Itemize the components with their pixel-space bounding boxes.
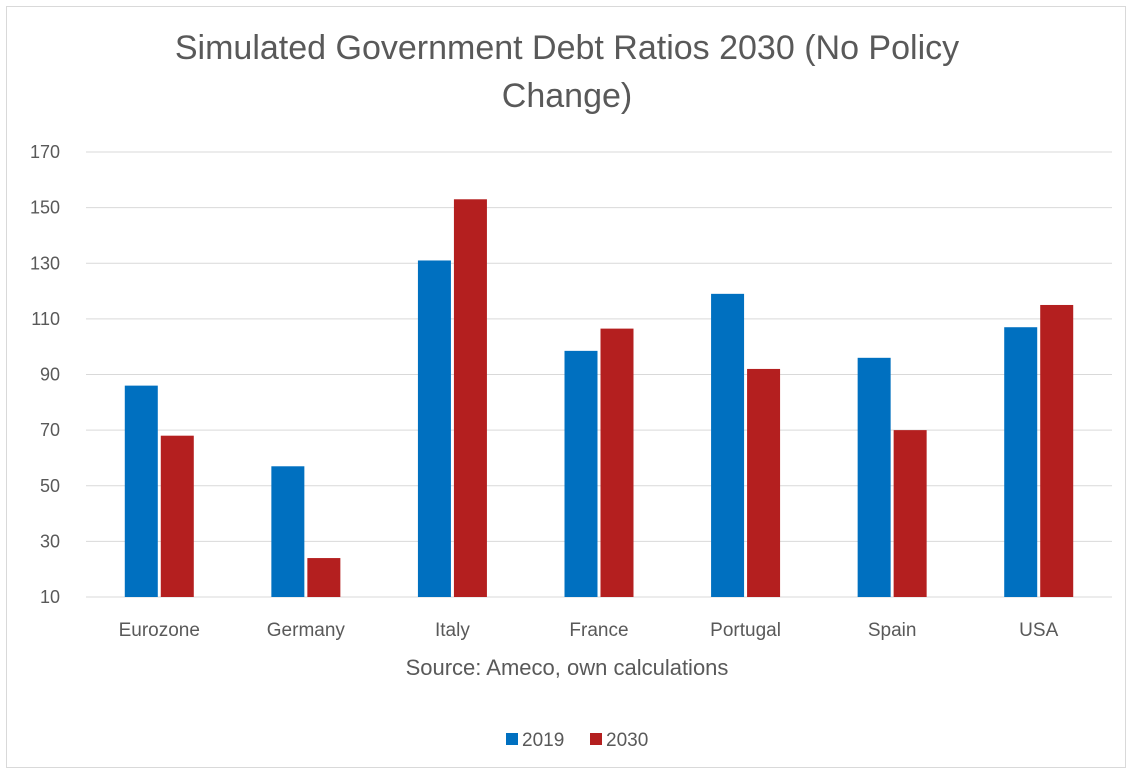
x-category-label: France [569, 620, 628, 641]
bar-2019-eurozone [124, 385, 158, 597]
x-category-label: Portugal [710, 620, 781, 641]
bar-2019-france [564, 350, 598, 597]
y-tick-label: 130 [30, 253, 60, 273]
x-category-label: USA [1019, 620, 1058, 641]
chart-title: Simulated Government Debt Ratios 2030 (N… [0, 24, 1134, 120]
y-tick-label: 10 [40, 587, 60, 607]
legend-swatch-2030 [590, 733, 602, 745]
x-axis-title: Source: Ameco, own calculations [406, 655, 729, 680]
y-tick-label: 90 [40, 365, 60, 385]
x-category-label: Germany [267, 620, 346, 641]
gridlines [86, 151, 1112, 598]
y-tick-label: 50 [40, 476, 60, 496]
bar-2030-eurozone [160, 435, 194, 597]
y-axis-ticks: 10 30 50 70 90 110 130 150 170 [30, 142, 60, 607]
y-tick-label: 70 [40, 420, 60, 440]
y-tick-label: 110 [31, 309, 60, 329]
bar-2019-usa [1004, 327, 1038, 597]
y-tick-label: 170 [30, 142, 60, 162]
legend-label-2019: 2019 [522, 730, 564, 751]
legend-label-2030: 2030 [606, 730, 648, 751]
x-axis-categories: Eurozone Germany Italy France Portugal Spain U… [119, 620, 1059, 641]
legend-swatch-2019 [506, 733, 518, 745]
bar-2030-france [600, 328, 634, 597]
x-category-label: Eurozone [119, 620, 200, 641]
y-tick-label: 30 [40, 531, 60, 551]
chart-title-line-1: Simulated Government Debt Ratios 2030 (N… [174, 29, 960, 67]
bar-2019-portugal [711, 293, 745, 597]
y-tick-label: 150 [30, 198, 60, 218]
bar-2019-italy [417, 260, 451, 597]
bar-2019-spain [857, 357, 891, 597]
legend: 2019 2030 [506, 730, 648, 751]
chart-title-line-2: Change) [501, 77, 633, 115]
bar-2030-portugal [747, 368, 781, 597]
bar-2030-italy [453, 199, 487, 597]
bar-2030-spain [893, 430, 927, 597]
bars [124, 199, 1074, 597]
x-category-label: Spain [868, 620, 917, 641]
x-category-label: Italy [435, 620, 470, 641]
bar-2019-germany [271, 466, 305, 597]
bar-2030-usa [1040, 304, 1074, 597]
bar-2030-germany [307, 558, 341, 597]
